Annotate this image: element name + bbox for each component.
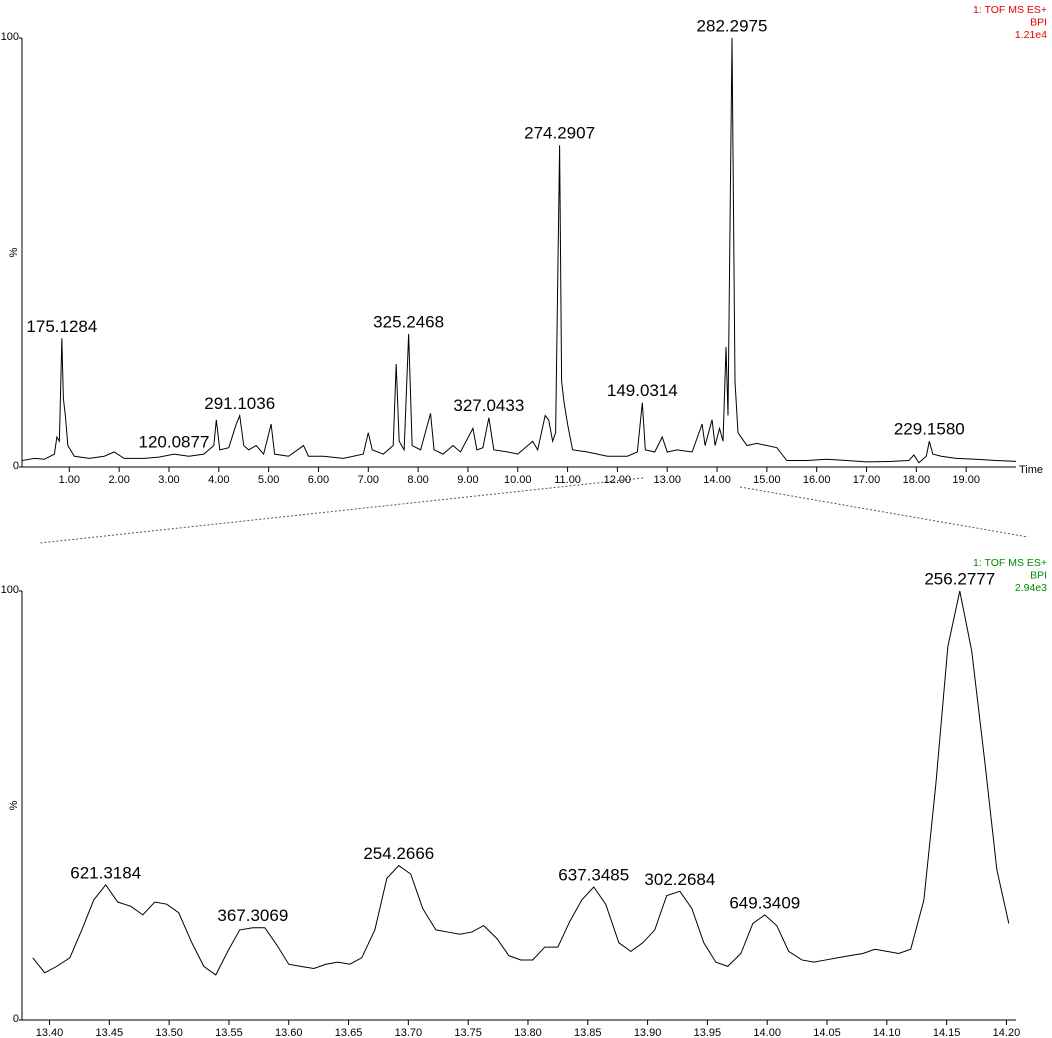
x-tick-label: 13.45 — [96, 1027, 124, 1038]
x-tick-label: 13.50 — [155, 1027, 183, 1038]
y-tick-label: 0 — [13, 460, 19, 472]
x-tick-label: 13.55 — [215, 1027, 243, 1038]
x-tick-label: 13.40 — [36, 1027, 64, 1038]
peak-label: 291.1036 — [204, 394, 275, 413]
peak-label: 325.2468 — [373, 312, 444, 331]
x-tick-label: 7.00 — [358, 474, 379, 486]
x-tick-label: 16.00 — [803, 474, 831, 486]
x-tick-label: 19.00 — [952, 474, 980, 486]
instrument-info: 2.94e3 — [1015, 582, 1047, 594]
x-tick-label: 14.00 — [703, 474, 731, 486]
x-tick-label: 8.00 — [407, 474, 428, 486]
zoom-guide — [39, 477, 644, 544]
x-axis-label: Time — [1019, 464, 1043, 476]
x-tick-label: 13.95 — [694, 1027, 722, 1038]
peak-label: 120.0877 — [139, 433, 210, 452]
x-tick-label: 14.20 — [993, 1027, 1021, 1038]
instrument-info: 1: TOF MS ES+ — [973, 557, 1047, 569]
x-tick-label: 14.00 — [753, 1027, 781, 1038]
x-tick-label: 13.85 — [574, 1027, 602, 1038]
x-tick-label: 11.00 — [554, 474, 581, 486]
instrument-info: 1.21e4 — [1015, 29, 1047, 41]
trace — [32, 590, 1010, 976]
x-tick-label: 13.60 — [275, 1027, 303, 1038]
trace — [21, 37, 1017, 464]
x-tick-label: 13.90 — [634, 1027, 662, 1038]
x-tick-label: 1.00 — [59, 474, 80, 486]
peak-label: 175.1284 — [26, 317, 97, 336]
x-tick-label: 15.00 — [753, 474, 781, 486]
x-tick-label: 10.00 — [504, 474, 532, 486]
y-axis-label: % — [8, 247, 20, 257]
peak-label: 274.2907 — [524, 124, 595, 143]
y-tick-label: 100 — [1, 584, 19, 596]
x-tick-label: 13.65 — [335, 1027, 363, 1038]
y-tick-label: 0 — [13, 1013, 19, 1025]
peak-label: 327.0433 — [453, 396, 524, 415]
x-tick-label: 14.15 — [933, 1027, 961, 1038]
x-tick-label: 14.05 — [813, 1027, 841, 1038]
x-tick-label: 6.00 — [308, 474, 329, 486]
peak-label: 367.3069 — [217, 906, 288, 925]
x-tick-label: 18.00 — [903, 474, 931, 486]
y-axis-label: % — [8, 800, 20, 810]
instrument-info: BPI — [1030, 16, 1047, 28]
x-tick-label: 12.00 — [604, 474, 632, 486]
x-tick-label: 3.00 — [158, 474, 179, 486]
x-tick-label: 13.80 — [514, 1027, 542, 1038]
peak-label: 256.2777 — [924, 569, 995, 588]
instrument-info: BPI — [1030, 569, 1047, 581]
x-tick-label: 4.00 — [208, 474, 229, 486]
x-tick-label: 2.00 — [108, 474, 129, 486]
peak-label: 302.2684 — [644, 870, 715, 889]
peak-label: 149.0314 — [607, 381, 678, 400]
peak-label: 649.3409 — [729, 893, 800, 912]
instrument-info: 1: TOF MS ES+ — [973, 4, 1047, 16]
peak-label: 282.2975 — [697, 16, 768, 35]
x-tick-label: 13.70 — [395, 1027, 423, 1038]
peak-label: 621.3184 — [70, 863, 141, 882]
x-tick-label: 5.00 — [258, 474, 279, 486]
x-tick-label: 9.00 — [457, 474, 478, 486]
x-tick-label: 17.00 — [853, 474, 881, 486]
y-tick-label: 100 — [1, 31, 19, 43]
zoom-guide — [739, 486, 1029, 538]
x-tick-label: 13.75 — [454, 1027, 482, 1038]
x-tick-label: 13.00 — [653, 474, 681, 486]
peak-label: 229.1580 — [894, 420, 965, 439]
peak-label: 637.3485 — [558, 865, 629, 884]
peak-label: 254.2666 — [363, 844, 434, 863]
x-tick-label: 14.10 — [873, 1027, 901, 1038]
